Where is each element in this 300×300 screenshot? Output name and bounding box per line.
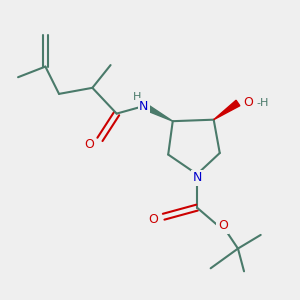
- Text: O: O: [244, 97, 254, 110]
- Text: O: O: [84, 138, 94, 151]
- Polygon shape: [142, 103, 173, 121]
- Text: N: N: [192, 171, 202, 184]
- Text: O: O: [218, 219, 228, 232]
- Polygon shape: [214, 100, 240, 120]
- Text: -H: -H: [256, 98, 268, 108]
- Text: N: N: [139, 100, 148, 112]
- Text: O: O: [148, 213, 158, 226]
- Text: H: H: [133, 92, 141, 102]
